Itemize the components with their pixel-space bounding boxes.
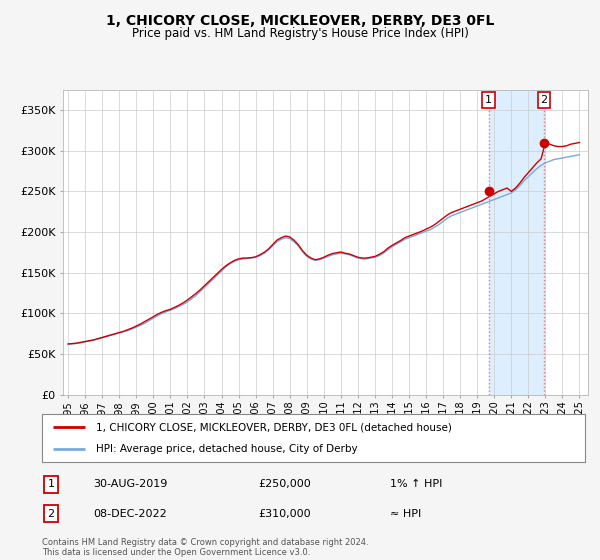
Text: 1, CHICORY CLOSE, MICKLEOVER, DERBY, DE3 0FL: 1, CHICORY CLOSE, MICKLEOVER, DERBY, DE3… [106, 14, 494, 28]
Text: 1: 1 [485, 95, 492, 105]
Text: 08-DEC-2022: 08-DEC-2022 [93, 508, 167, 519]
Text: £250,000: £250,000 [258, 479, 311, 489]
Text: 2: 2 [47, 508, 55, 519]
Text: HPI: Average price, detached house, City of Derby: HPI: Average price, detached house, City… [97, 444, 358, 454]
Text: Price paid vs. HM Land Registry's House Price Index (HPI): Price paid vs. HM Land Registry's House … [131, 27, 469, 40]
Text: 1, CHICORY CLOSE, MICKLEOVER, DERBY, DE3 0FL (detached house): 1, CHICORY CLOSE, MICKLEOVER, DERBY, DE3… [97, 422, 452, 432]
Text: 2: 2 [541, 95, 548, 105]
Text: 30-AUG-2019: 30-AUG-2019 [93, 479, 167, 489]
Text: Contains HM Land Registry data © Crown copyright and database right 2024.
This d: Contains HM Land Registry data © Crown c… [42, 538, 368, 557]
Text: 1% ↑ HPI: 1% ↑ HPI [390, 479, 442, 489]
Bar [488, 90, 544, 395]
Text: ≈ HPI: ≈ HPI [390, 508, 421, 519]
Text: £310,000: £310,000 [258, 508, 311, 519]
Text: 1: 1 [47, 479, 55, 489]
